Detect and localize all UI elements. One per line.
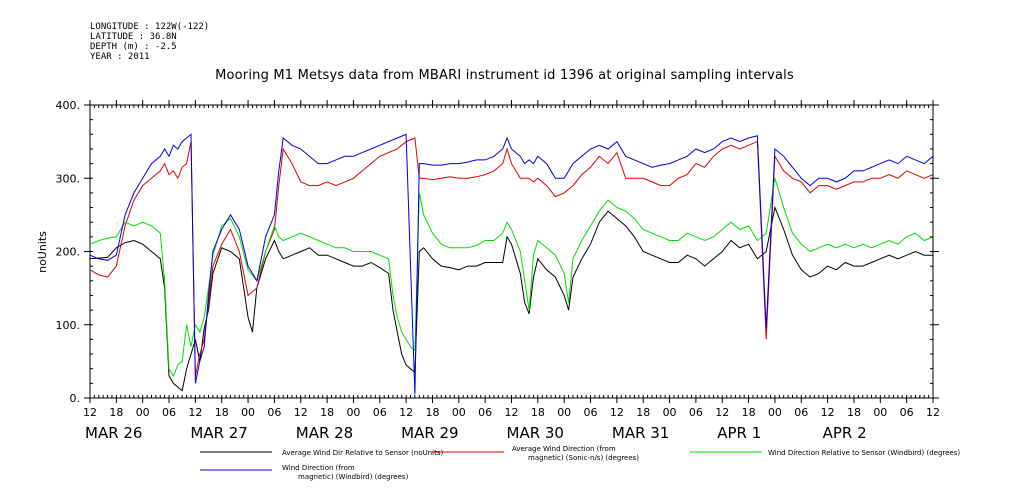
legend-label-3: Wind Direction (from — [282, 464, 355, 472]
x-tick-label: 00 — [346, 406, 360, 419]
y-tick-label: 100. — [56, 319, 81, 332]
x-tick-label: 00 — [663, 406, 677, 419]
x-tick-label: 06 — [900, 406, 914, 419]
axes-layer: 0. 100. 200. 300. 400. 12 18 00 06 12 18 00 06 12 18 00… — [56, 99, 941, 442]
x-date-label: MAR 28 — [296, 424, 353, 442]
legend-label-3-line2: magnetic) (Windbird) (degrees) — [298, 473, 409, 481]
y-tick-label: 0. — [70, 392, 81, 405]
legend-label-2: Wind Direction Relative to Sensor (Windb… — [768, 449, 960, 457]
x-tick-label: 06 — [689, 406, 703, 419]
series-line-0 — [90, 205, 933, 392]
x-tick-label: 18 — [636, 406, 650, 419]
x-tick-label: 18 — [109, 406, 123, 419]
meta-depth: DEPTH (m) : -2.5 — [90, 42, 177, 52]
x-tick-label: 12 — [926, 406, 940, 419]
meta-latitude: LATITUDE : 36.8N — [90, 32, 177, 42]
x-tick-label: 18 — [320, 406, 334, 419]
x-tick-label: 18 — [425, 406, 439, 419]
x-date-label: MAR 31 — [612, 424, 669, 442]
x-tick-label: 12 — [821, 406, 835, 419]
x-tick-label: 06 — [584, 406, 598, 419]
x-tick-label: 18 — [742, 406, 756, 419]
series-line-3 — [90, 133, 933, 395]
x-tick-label: 06 — [373, 406, 387, 419]
y-axis-label: noUnits — [36, 231, 49, 273]
series-line-2 — [90, 178, 933, 378]
x-tick-label: 06 — [267, 406, 281, 419]
x-tick-label: 18 — [215, 406, 229, 419]
x-tick-label: 00 — [768, 406, 782, 419]
x-tick-label: 00 — [136, 406, 150, 419]
x-date-label: MAR 30 — [507, 424, 564, 442]
x-tick-label: 06 — [478, 406, 492, 419]
x-date-label: APR 1 — [717, 424, 761, 442]
legend-label-0: Average Wind Dir Relative to Sensor (noU… — [282, 449, 443, 457]
x-tick-label: 12 — [505, 406, 519, 419]
x-tick-label: 12 — [188, 406, 202, 419]
x-tick-label: 00 — [873, 406, 887, 419]
y-tick-label: 400. — [56, 99, 81, 112]
chart-title: Mooring M1 Metsys data from MBARI instru… — [215, 68, 794, 83]
x-tick-label: 00 — [557, 406, 571, 419]
legend-label-1: Average Wind Direction (from — [512, 445, 616, 453]
meta-longitude: LONGITUDE : 122W(-122) — [90, 22, 210, 32]
meta-year: YEAR : 2011 — [90, 52, 150, 62]
series-line-1 — [90, 137, 933, 377]
x-tick-label: 00 — [452, 406, 466, 419]
legend: Average Wind Dir Relative to Sensor (noU… — [200, 445, 960, 481]
x-date-label: MAR 27 — [190, 424, 247, 442]
metadata-block: LONGITUDE : 122W(-122) LATITUDE : 36.8N … — [90, 22, 209, 62]
x-date-label: MAR 29 — [401, 424, 458, 442]
x-tick-label: 00 — [241, 406, 255, 419]
series-layer — [90, 133, 933, 395]
x-tick-label: 12 — [83, 406, 97, 419]
x-tick-label: 06 — [794, 406, 808, 419]
x-tick-label: 18 — [531, 406, 545, 419]
x-tick-label: 12 — [399, 406, 413, 419]
x-tick-label: 12 — [610, 406, 624, 419]
x-tick-label: 12 — [715, 406, 729, 419]
x-tick-label: 12 — [294, 406, 308, 419]
legend-label-1-line2: magnetic) (Sonic-n/s) (degrees) — [528, 454, 639, 462]
x-tick-label: 06 — [162, 406, 176, 419]
x-tick-label: 18 — [847, 406, 861, 419]
x-date-label: APR 2 — [823, 424, 867, 442]
y-tick-label: 300. — [56, 172, 81, 185]
x-date-label: MAR 26 — [85, 424, 142, 442]
y-tick-label: 200. — [56, 246, 81, 259]
